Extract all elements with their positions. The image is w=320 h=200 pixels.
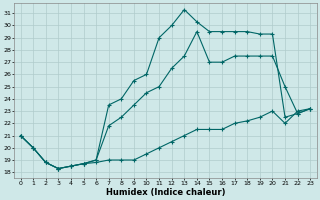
X-axis label: Humidex (Indice chaleur): Humidex (Indice chaleur)	[106, 188, 225, 197]
